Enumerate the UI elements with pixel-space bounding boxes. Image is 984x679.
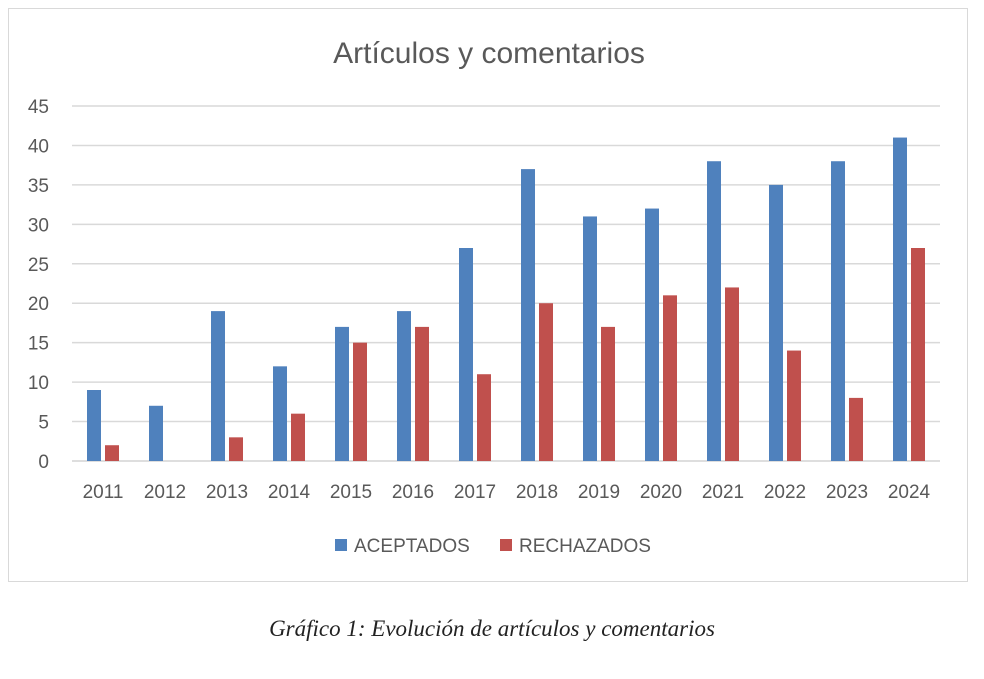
legend-label-rechazados: RECHAZADOS	[519, 536, 651, 557]
y-tick-label: 25	[28, 255, 49, 276]
bar-aceptados-2020	[645, 208, 659, 461]
x-tick-label: 2019	[578, 482, 620, 503]
bar-aceptados-2018	[521, 169, 535, 461]
bar-rechazados-2014	[291, 413, 305, 461]
bar-aceptados-2023	[831, 161, 845, 461]
x-tick-label: 2021	[702, 482, 744, 503]
bar-rechazados-2019	[601, 326, 615, 461]
bar-rechazados-2023	[849, 397, 863, 461]
y-tick-label: 45	[28, 97, 49, 118]
bar-rechazados-2017	[477, 374, 491, 461]
x-tick-label: 2023	[826, 482, 868, 503]
legend-swatch-rechazados	[500, 539, 512, 551]
x-tick-label: 2013	[206, 482, 248, 503]
y-tick-label: 5	[38, 413, 49, 434]
y-tick-label: 40	[28, 136, 49, 157]
x-tick-label: 2018	[516, 482, 558, 503]
bar-aceptados-2013	[211, 311, 225, 461]
bar-rechazados-2022	[787, 350, 801, 461]
bar-rechazados-2018	[539, 303, 553, 461]
bar-rechazados-2021	[725, 287, 739, 461]
y-tick-label: 0	[38, 452, 49, 473]
figure-caption: Gráfico 1: Evolución de artículos y come…	[269, 616, 715, 641]
bar-rechazados-2024	[911, 248, 925, 461]
bar-aceptados-2024	[893, 137, 907, 462]
legend-swatch-aceptados	[335, 539, 347, 551]
bar-aceptados-2016	[397, 311, 411, 461]
bar-aceptados-2019	[583, 216, 597, 461]
y-tick-label: 30	[28, 215, 49, 236]
x-tick-label: 2011	[83, 482, 124, 503]
x-tick-label: 2016	[392, 482, 434, 503]
x-tick-label: 2017	[454, 482, 496, 503]
bar-aceptados-2011	[87, 390, 101, 461]
y-axis-ticks: 0 5 10 15 20 25 30 35 40 45	[28, 97, 49, 473]
legend-label-aceptados: ACEPTADOS	[354, 536, 470, 557]
y-tick-label: 10	[28, 373, 49, 394]
x-tick-label: 2020	[640, 482, 682, 503]
bar-rechazados-2015	[353, 342, 367, 461]
bar-aceptados-2015	[335, 326, 349, 461]
bars	[87, 137, 925, 462]
bar-chart: Artículos y comentarios 0 5 10 15 20 25 30 35 40…	[28, 37, 940, 557]
x-tick-label: 2012	[144, 482, 186, 503]
bar-rechazados-2016	[415, 326, 429, 461]
bar-aceptados-2017	[459, 248, 473, 461]
x-tick-label: 2015	[330, 482, 372, 503]
bar-aceptados-2021	[707, 161, 721, 461]
bar-rechazados-2020	[663, 295, 677, 461]
x-tick-label: 2024	[888, 482, 931, 503]
bar-aceptados-2012	[149, 405, 163, 461]
bar-aceptados-2022	[769, 184, 783, 461]
gridlines	[72, 105, 940, 462]
legend: ACEPTADOS RECHAZADOS	[335, 536, 651, 557]
bar-rechazados-2011	[105, 445, 119, 461]
x-tick-label: 2014	[268, 482, 311, 503]
chart-title: Artículos y comentarios	[333, 37, 645, 70]
bar-aceptados-2014	[273, 366, 287, 461]
y-tick-label: 35	[28, 176, 49, 197]
y-tick-label: 20	[28, 294, 49, 315]
y-tick-label: 15	[28, 334, 49, 355]
chart-frame	[8, 8, 968, 582]
bar-rechazados-2013	[229, 437, 243, 461]
x-axis-ticks: 2011 2012 2013 2014 2015 2016 2017 2018 2019 2020…	[83, 482, 931, 503]
x-tick-label: 2022	[764, 482, 806, 503]
